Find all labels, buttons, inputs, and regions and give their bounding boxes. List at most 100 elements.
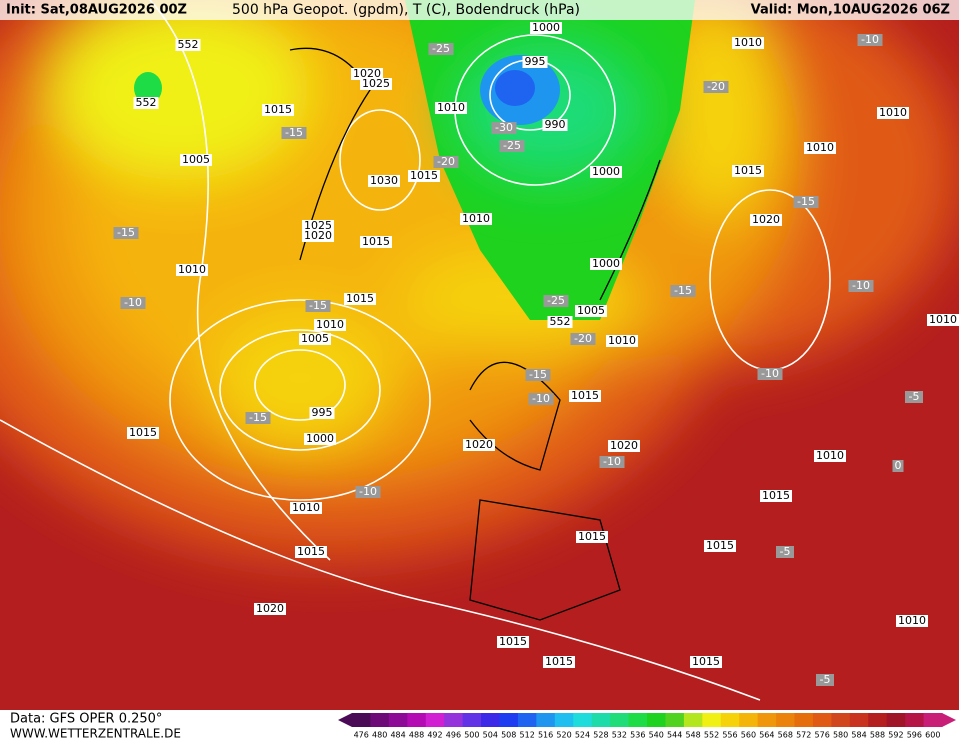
temperature-label-box bbox=[757, 368, 783, 380]
colorbar-swatch bbox=[831, 713, 851, 727]
colorbar-label: 508 bbox=[501, 731, 516, 740]
isobar-label: 1020 bbox=[465, 438, 493, 451]
isobar-label-box bbox=[302, 230, 334, 242]
isobar-label: 1005 bbox=[301, 332, 329, 345]
isobar-label: 1000 bbox=[592, 165, 620, 178]
colorbar-swatch bbox=[757, 713, 777, 727]
isobar-label: 1015 bbox=[545, 655, 573, 668]
colorbar-label: 564 bbox=[759, 731, 774, 740]
isobar-label: 1010 bbox=[929, 313, 957, 326]
colorbar-swatch bbox=[923, 713, 943, 727]
isobar-label: 1020 bbox=[256, 602, 284, 615]
isobar-label-box bbox=[576, 531, 608, 543]
colorbar-label: 588 bbox=[870, 731, 885, 740]
isobar-label: 552 bbox=[178, 38, 199, 51]
isobar-label: 1015 bbox=[762, 489, 790, 502]
temperature-label: -25 bbox=[503, 139, 521, 152]
isobar-label: 1020 bbox=[752, 213, 780, 226]
temperature-label-box bbox=[905, 391, 923, 403]
isobar-label: 1005 bbox=[182, 153, 210, 166]
temperature-label: -5 bbox=[820, 673, 831, 686]
colorbar-swatch bbox=[573, 713, 593, 727]
colorbar-swatch bbox=[388, 713, 408, 727]
colorbar-label: 476 bbox=[354, 731, 369, 740]
isobar-label: 1020 bbox=[304, 229, 332, 242]
isobar-label-box bbox=[896, 615, 928, 627]
isobar-label-box bbox=[299, 333, 331, 345]
temperature-label-box bbox=[281, 127, 307, 139]
isobar-label-box bbox=[704, 540, 736, 552]
temperature-label-box bbox=[793, 196, 819, 208]
isobar-label-box bbox=[133, 97, 159, 109]
isobar-label: 1015 bbox=[571, 389, 599, 402]
temperature-label-box bbox=[703, 81, 729, 93]
isobar-label-box bbox=[927, 314, 959, 326]
isobar-label: 552 bbox=[136, 96, 157, 109]
isobar-label: 995 bbox=[312, 406, 333, 419]
isobar-label: 1015 bbox=[410, 169, 438, 182]
site-url: WWW.WETTERZENTRALE.DE bbox=[10, 727, 181, 741]
colorbar-swatch bbox=[462, 713, 482, 727]
temperature-label: -20 bbox=[707, 80, 725, 93]
colorbar-label: 492 bbox=[427, 731, 442, 740]
isobar-label-box bbox=[750, 214, 782, 226]
colorbar-label: 516 bbox=[538, 731, 553, 740]
isobar-label: 1015 bbox=[692, 655, 720, 668]
temperature-label-box bbox=[848, 280, 874, 292]
colorbar-swatch bbox=[352, 713, 371, 727]
isobar-label: 1010 bbox=[898, 614, 926, 627]
isobar-label-box bbox=[877, 107, 909, 119]
isobar-label-box bbox=[690, 656, 722, 668]
colorbar-swatch bbox=[481, 713, 500, 727]
colorbar-swatch bbox=[407, 713, 427, 727]
colorbar-swatch bbox=[683, 713, 703, 727]
isobar-label: 1010 bbox=[879, 106, 907, 119]
temperature-label: -10 bbox=[861, 33, 879, 46]
isobar-label: 1015 bbox=[362, 235, 390, 248]
isobar-label: 1010 bbox=[437, 101, 465, 114]
colorbar-swatch bbox=[444, 713, 464, 727]
isobar-label: 1000 bbox=[532, 21, 560, 34]
isobar-label-box bbox=[460, 213, 492, 225]
isobar-label-box bbox=[408, 170, 440, 182]
isobar-label: 1010 bbox=[816, 449, 844, 462]
colorbar-label: 512 bbox=[520, 731, 535, 740]
temperature-label: -15 bbox=[529, 368, 547, 381]
temperature-label: -25 bbox=[432, 42, 450, 55]
isobar-label-box bbox=[530, 22, 562, 34]
colorbar-swatch bbox=[425, 713, 445, 727]
temperature-label-box bbox=[892, 460, 904, 472]
colorbar-label: 584 bbox=[851, 731, 866, 740]
temperature-label-box bbox=[245, 412, 271, 424]
isobar-label-box bbox=[608, 440, 640, 452]
isobar-label: 1005 bbox=[577, 304, 605, 317]
isobar-label-box bbox=[547, 316, 573, 328]
colorbar-swatch bbox=[370, 713, 390, 727]
colorbar-swatch bbox=[499, 713, 519, 727]
temperature-label-box bbox=[570, 333, 596, 345]
colorbar-swatch bbox=[849, 713, 869, 727]
colorbar-swatch bbox=[647, 713, 666, 727]
isobar-label-box bbox=[262, 104, 294, 116]
temperature-label: -15 bbox=[285, 126, 303, 139]
colorbar-label: 500 bbox=[464, 731, 479, 740]
temperature-label-box bbox=[816, 674, 834, 686]
temperature-label: -15 bbox=[309, 299, 327, 312]
colorbar-swatch bbox=[776, 713, 795, 727]
colorbar-swatch bbox=[794, 713, 814, 727]
colorbar-label: 536 bbox=[630, 731, 645, 740]
temperature-label-box bbox=[525, 369, 551, 381]
isobar-label: 552 bbox=[550, 315, 571, 328]
isobar-label-box bbox=[344, 293, 376, 305]
temperature-label: -10 bbox=[852, 279, 870, 292]
colorbar-swatch bbox=[591, 713, 611, 727]
temperature-label: -5 bbox=[780, 545, 791, 558]
colorbar-swatch bbox=[554, 713, 574, 727]
isobar-label: 1025 bbox=[304, 219, 332, 232]
isobar-label: 990 bbox=[545, 118, 566, 131]
isobar-label-box bbox=[760, 490, 792, 502]
colorbar-label: 520 bbox=[556, 731, 571, 740]
temperature-label: -10 bbox=[359, 485, 377, 498]
isobar-label-box bbox=[732, 37, 764, 49]
colorbar-label: 580 bbox=[833, 731, 848, 740]
